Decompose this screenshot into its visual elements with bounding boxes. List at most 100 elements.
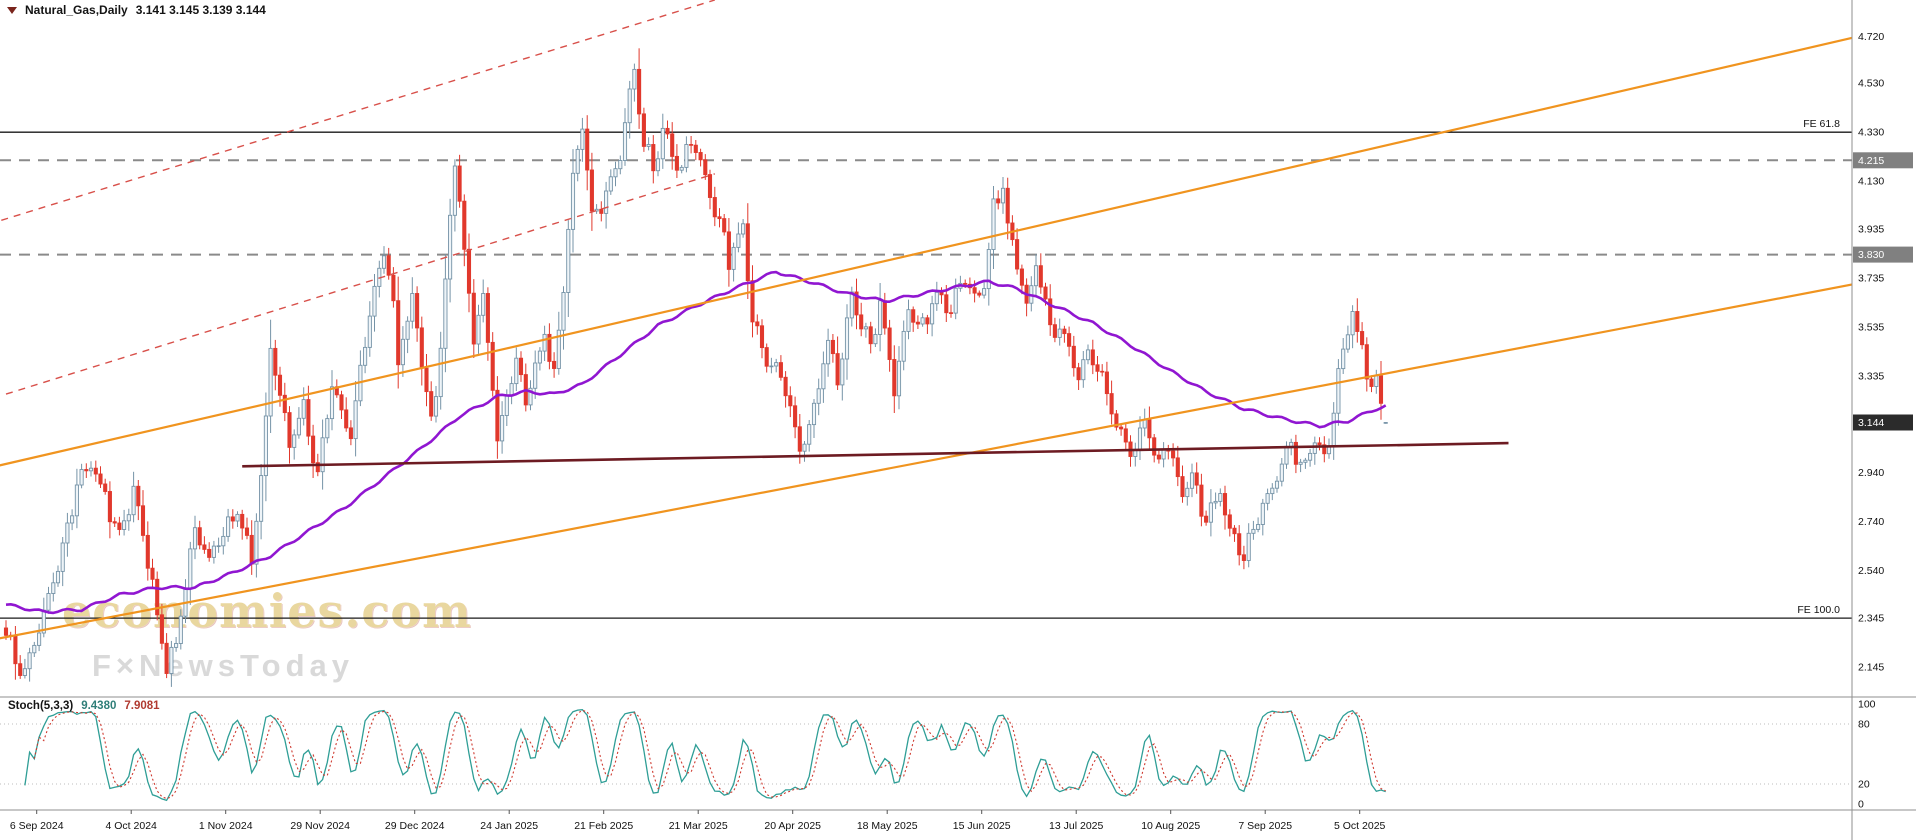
stoch-axis-label[interactable]: 0 bbox=[1858, 799, 1864, 811]
price-level-badge-text[interactable]: 3.830 bbox=[1858, 249, 1884, 261]
dashed-trendline-lower[interactable] bbox=[5, 173, 716, 395]
candle-body bbox=[481, 293, 486, 316]
candle-body bbox=[944, 294, 949, 314]
candle-body bbox=[1015, 239, 1020, 270]
candle-body bbox=[613, 168, 618, 178]
candle-body bbox=[1341, 348, 1346, 370]
time-tick-label[interactable]: 13 Jul 2025 bbox=[1049, 820, 1103, 832]
stoch-info-bar: Stoch(5,3,3) 9.4380 7.9081 bbox=[8, 700, 160, 712]
price-tick-label[interactable]: 3.935 bbox=[1858, 223, 1884, 235]
candle-body bbox=[112, 521, 117, 524]
candle-body bbox=[660, 127, 665, 160]
candle-body bbox=[1213, 500, 1218, 504]
candle-body bbox=[1222, 493, 1228, 516]
candle-body bbox=[1256, 524, 1261, 530]
candle-body bbox=[604, 190, 609, 214]
candle-body bbox=[1043, 286, 1048, 300]
candle-body bbox=[396, 300, 401, 366]
time-tick-label[interactable]: 10 Aug 2025 bbox=[1141, 820, 1200, 832]
candle-body bbox=[500, 415, 505, 442]
candle-body bbox=[1081, 359, 1086, 381]
candle-body bbox=[802, 443, 807, 452]
price-tick-label[interactable]: 2.540 bbox=[1858, 565, 1884, 577]
time-tick-label[interactable]: 21 Feb 2025 bbox=[574, 820, 633, 832]
candle-body bbox=[391, 274, 396, 302]
channel-lower-line[interactable] bbox=[0, 282, 1868, 640]
candle-body bbox=[670, 133, 675, 157]
candle-body bbox=[174, 643, 179, 648]
candle-body bbox=[70, 515, 75, 524]
candle-body bbox=[169, 646, 174, 674]
time-tick-label[interactable]: 29 Nov 2024 bbox=[290, 820, 350, 832]
candle-body bbox=[1298, 461, 1303, 465]
candle-body bbox=[873, 334, 878, 345]
time-tick-label[interactable]: 20 Apr 2025 bbox=[764, 820, 821, 832]
candle-body bbox=[712, 197, 717, 218]
price-tick-label[interactable]: 2.145 bbox=[1858, 662, 1884, 674]
candle-body bbox=[1227, 514, 1232, 529]
candle-body bbox=[915, 321, 920, 325]
time-tick-label[interactable]: 29 Dec 2024 bbox=[385, 820, 445, 832]
price-tick-label[interactable]: 4.330 bbox=[1858, 127, 1884, 139]
candle-body bbox=[273, 347, 278, 376]
channel-upper-line[interactable] bbox=[0, 34, 1868, 467]
candle-body bbox=[415, 293, 420, 329]
candle-body bbox=[325, 418, 330, 439]
time-tick-label[interactable]: 6 Sep 2024 bbox=[10, 820, 64, 832]
price-tick-label[interactable]: 4.530 bbox=[1858, 78, 1884, 90]
candle-body bbox=[155, 578, 160, 616]
candle-body bbox=[986, 249, 991, 290]
candle-body bbox=[211, 545, 216, 558]
price-level-badge-text[interactable]: 4.215 bbox=[1858, 155, 1884, 167]
dashed-trendline-upper[interactable] bbox=[1, 0, 716, 221]
candle-body bbox=[13, 635, 18, 665]
support-trendline[interactable] bbox=[242, 441, 1509, 468]
candle-body bbox=[504, 395, 509, 416]
candle-body bbox=[306, 399, 311, 437]
candle-body bbox=[972, 287, 977, 294]
price-tick-label[interactable]: 2.740 bbox=[1858, 516, 1884, 528]
window-collapse-icon[interactable] bbox=[7, 6, 17, 14]
candle-body bbox=[1057, 328, 1062, 338]
candle-body bbox=[698, 152, 703, 161]
candle-body bbox=[655, 158, 661, 172]
candle-body bbox=[235, 513, 240, 522]
candle-body bbox=[750, 280, 755, 323]
time-tick-label[interactable]: 24 Jan 2025 bbox=[480, 820, 538, 832]
candle-body bbox=[419, 327, 424, 369]
time-tick-label[interactable]: 15 Jun 2025 bbox=[953, 820, 1011, 832]
time-tick-label[interactable]: 4 Oct 2024 bbox=[106, 820, 158, 832]
time-tick-label[interactable]: 18 May 2025 bbox=[857, 820, 918, 832]
candle-body bbox=[103, 483, 108, 492]
price-tick-label[interactable]: 2.345 bbox=[1858, 613, 1884, 625]
candle-body bbox=[646, 144, 651, 147]
candle-body bbox=[1274, 480, 1280, 489]
stoch-axis-label[interactable]: 80 bbox=[1858, 719, 1870, 731]
candle-body bbox=[816, 388, 821, 404]
candle-body bbox=[1161, 449, 1166, 460]
candle-body bbox=[632, 68, 637, 90]
moving-average-line[interactable] bbox=[5, 270, 1387, 615]
price-tick-label[interactable]: 3.535 bbox=[1858, 321, 1884, 333]
candle-body bbox=[537, 350, 542, 364]
candle-body bbox=[679, 166, 684, 171]
time-tick-label[interactable]: 5 Oct 2025 bbox=[1334, 820, 1386, 832]
candle-body bbox=[226, 516, 231, 537]
current-price-badge-text[interactable]: 3.144 bbox=[1858, 417, 1884, 429]
stoch-axis-label[interactable]: 20 bbox=[1858, 779, 1870, 791]
price-tick-label[interactable]: 3.735 bbox=[1858, 272, 1884, 284]
price-tick-label[interactable]: 4.720 bbox=[1858, 31, 1884, 43]
price-tick-label[interactable]: 4.130 bbox=[1858, 176, 1884, 188]
price-tick-label[interactable]: 2.940 bbox=[1858, 467, 1884, 479]
time-tick-label[interactable]: 1 Nov 2024 bbox=[199, 820, 253, 832]
time-tick-label[interactable]: 21 Mar 2025 bbox=[669, 820, 728, 832]
stoch-axis-label[interactable]: 100 bbox=[1858, 699, 1876, 711]
candle-body bbox=[18, 663, 23, 676]
candle-body bbox=[1076, 367, 1081, 381]
time-tick-label[interactable]: 7 Sep 2025 bbox=[1238, 820, 1292, 832]
candle-body bbox=[88, 467, 94, 472]
price-tick-label[interactable]: 3.335 bbox=[1858, 370, 1884, 382]
candle-body bbox=[1156, 454, 1161, 460]
